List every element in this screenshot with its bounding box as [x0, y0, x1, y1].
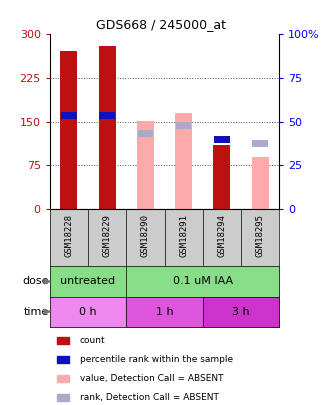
Text: GSM18294: GSM18294 [217, 214, 226, 257]
Text: dose: dose [22, 277, 49, 286]
Bar [56, 356, 69, 363]
Text: GSM18290: GSM18290 [141, 214, 150, 257]
Bar [56, 394, 69, 401]
Bar [56, 375, 69, 382]
Bar [213, 145, 230, 209]
Text: 0.1 uM IAA: 0.1 uM IAA [173, 277, 233, 286]
Bar [137, 121, 154, 209]
Text: 3 h: 3 h [232, 307, 250, 317]
Text: 1 h: 1 h [156, 307, 173, 317]
Text: GSM18295: GSM18295 [256, 214, 265, 257]
Bar [60, 51, 77, 209]
Text: 0 h: 0 h [79, 307, 97, 317]
Text: GDS668 / 245000_at: GDS668 / 245000_at [96, 18, 225, 31]
Text: percentile rank within the sample: percentile rank within the sample [80, 355, 233, 364]
Text: count: count [80, 336, 105, 345]
Text: GSM18291: GSM18291 [179, 214, 188, 257]
Bar [252, 157, 269, 209]
Text: time: time [24, 307, 49, 317]
Bar [138, 130, 153, 137]
Bar [61, 113, 77, 119]
Text: untreated: untreated [60, 277, 116, 286]
Bar [176, 122, 191, 129]
Bar [100, 113, 115, 119]
Bar [99, 46, 116, 209]
Text: value, Detection Call = ABSENT: value, Detection Call = ABSENT [80, 374, 223, 383]
Bar [252, 140, 268, 147]
Text: GSM18229: GSM18229 [103, 214, 112, 257]
Bar [175, 113, 192, 209]
Bar [214, 136, 230, 143]
Text: rank, Detection Call = ABSENT: rank, Detection Call = ABSENT [80, 393, 219, 402]
Bar [56, 337, 69, 344]
Text: GSM18228: GSM18228 [65, 214, 74, 257]
